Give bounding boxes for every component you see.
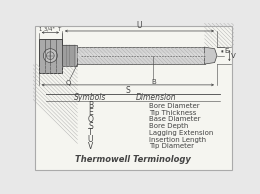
- Text: U: U: [137, 21, 142, 30]
- Text: B: B: [88, 101, 93, 110]
- Text: Tip Thickness: Tip Thickness: [149, 110, 196, 116]
- Text: U: U: [88, 135, 93, 144]
- Polygon shape: [205, 47, 217, 64]
- Text: Tip Diameter: Tip Diameter: [149, 143, 194, 149]
- Text: Lagging Extension: Lagging Extension: [149, 130, 213, 136]
- Circle shape: [43, 49, 57, 62]
- Text: Thermowell Terminology: Thermowell Terminology: [75, 155, 191, 164]
- Bar: [39, 39, 62, 73]
- Text: V: V: [88, 142, 93, 151]
- Bar: [77, 53, 205, 58]
- Text: Bore Diameter: Bore Diameter: [149, 103, 199, 109]
- Text: Base Diameter: Base Diameter: [149, 116, 200, 122]
- Text: Q: Q: [88, 115, 94, 124]
- Text: S: S: [126, 86, 130, 95]
- Text: V: V: [231, 53, 236, 59]
- Text: Symbols: Symbols: [74, 93, 107, 102]
- Text: S: S: [88, 122, 93, 131]
- Text: E: E: [224, 48, 228, 54]
- Text: 1 3/4"  T: 1 3/4" T: [39, 26, 61, 31]
- Text: Insertion Length: Insertion Length: [149, 137, 206, 143]
- Text: Bore Depth: Bore Depth: [149, 123, 188, 129]
- Text: E: E: [88, 108, 93, 117]
- Text: Q: Q: [66, 80, 71, 86]
- Bar: [77, 47, 205, 64]
- Bar: [62, 45, 77, 66]
- Text: Dimension: Dimension: [136, 93, 177, 102]
- Text: B: B: [151, 80, 156, 86]
- Text: T: T: [88, 128, 93, 137]
